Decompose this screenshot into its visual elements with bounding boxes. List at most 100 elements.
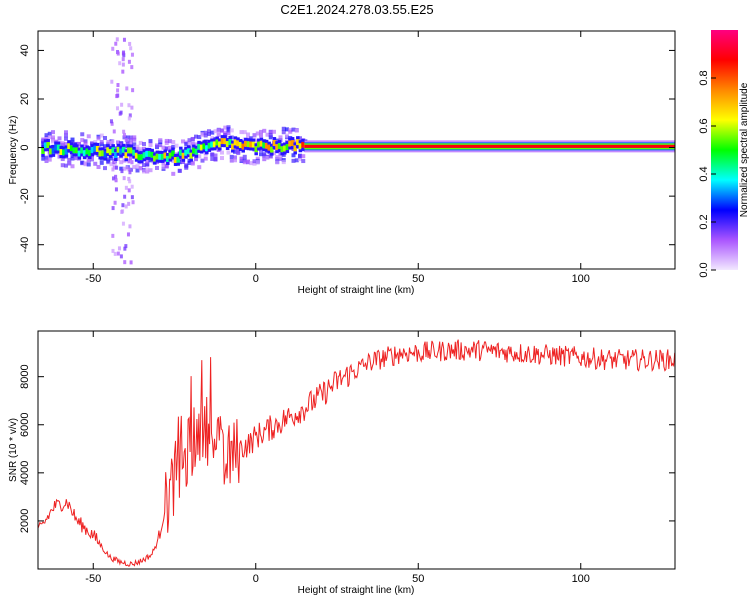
heatmap-cell <box>41 144 45 148</box>
heatmap-cell <box>142 163 146 168</box>
heatmap-cell <box>259 147 263 152</box>
heatmap-cell <box>111 248 115 253</box>
heatmap-cell <box>210 147 214 151</box>
heatmap-cell <box>51 144 56 148</box>
spectrogram-y-tick-label: 0 <box>19 145 31 151</box>
heatmap-cell <box>56 141 61 145</box>
heatmap-cell <box>127 167 131 172</box>
heatmap-cell <box>128 113 132 118</box>
heatmap-cell <box>124 137 128 142</box>
heatmap-cell <box>103 148 108 152</box>
heatmap-cell <box>194 154 199 158</box>
heatmap-cell <box>290 140 295 147</box>
heatmap-cell <box>166 161 170 165</box>
heatmap-cell <box>150 157 154 161</box>
heatmap-cell <box>186 154 191 158</box>
heatmap-cell <box>301 159 306 164</box>
heatmap-cell <box>216 131 221 136</box>
heatmap-cell <box>236 146 240 150</box>
heatmap-cell <box>62 149 66 156</box>
heatmap-cell <box>270 143 274 147</box>
heatmap-cell <box>228 136 232 140</box>
heatmap-cell <box>220 150 224 155</box>
heatmap-cell <box>114 41 118 46</box>
heatmap-cell <box>241 149 245 153</box>
heatmap-cell <box>137 151 141 155</box>
heatmap-cell <box>203 156 208 161</box>
colorbar: 0.0 0.2 0.4 0.6 0.8 Normalized spectral ampl… <box>698 30 750 278</box>
heatmap-cell <box>181 149 186 153</box>
heatmap-cell <box>70 156 75 161</box>
heatmap-cell <box>121 69 125 74</box>
heatmap-cell <box>280 146 284 153</box>
heatmap-cell <box>88 156 92 160</box>
heatmap-cell <box>186 148 191 155</box>
heatmap-cell <box>288 146 292 150</box>
heatmap-cell <box>242 154 247 159</box>
heatmap-cell <box>277 140 282 144</box>
snr-y-label: SNR (10 * v/v) <box>8 418 19 482</box>
heatmap-cell <box>99 160 104 165</box>
colorbar-tick-label: 0.8 <box>698 70 710 85</box>
heatmap-cell <box>98 156 102 160</box>
heatmap-cell <box>153 152 157 156</box>
heatmap-cell <box>70 137 75 142</box>
heatmap-cell <box>264 142 269 149</box>
heatmap-cell <box>115 37 119 42</box>
heatmap-cell <box>272 140 277 147</box>
heatmap-cell <box>62 155 66 159</box>
heatmap-cell <box>103 157 108 161</box>
heatmap-cell <box>267 141 271 145</box>
heatmap-cell <box>220 135 225 139</box>
heatmap-cell <box>220 156 224 161</box>
heatmap-cell <box>231 149 235 153</box>
heatmap-cell <box>123 246 127 251</box>
heatmap-cell <box>181 139 185 144</box>
heatmap-cell <box>176 156 180 163</box>
heatmap-cell <box>293 145 297 152</box>
heatmap-cell <box>255 160 260 165</box>
heatmap-cell <box>200 158 205 163</box>
heatmap-cell <box>43 142 48 149</box>
heatmap-cell <box>212 138 217 142</box>
heatmap-cell <box>285 150 290 154</box>
heatmap-cell <box>59 146 63 150</box>
heatmap-cell <box>114 174 118 179</box>
heatmap-cell <box>215 145 219 149</box>
heatmap-cell <box>109 156 114 161</box>
heatmap-cell <box>127 201 131 206</box>
heatmap-cell <box>111 147 115 154</box>
heatmap-cell <box>155 165 159 170</box>
heatmap-cell <box>108 146 113 150</box>
heatmap-cell <box>268 133 273 138</box>
heatmap-cell <box>199 141 204 145</box>
heatmap-cell <box>109 141 113 146</box>
snr-y-tick-label: 2000 <box>19 509 31 533</box>
heatmap-cell <box>54 150 58 154</box>
heatmap-cell <box>46 139 50 143</box>
heatmap-cell <box>142 146 146 151</box>
heatmap-cell <box>145 156 149 160</box>
heatmap-cell <box>123 194 127 199</box>
heatmap-cell <box>99 133 104 138</box>
heatmap-cell <box>110 121 114 126</box>
heatmap-cell <box>140 151 144 155</box>
heatmap-cell <box>122 129 126 134</box>
heatmap-cell <box>285 133 289 138</box>
heatmap-cell <box>272 137 277 141</box>
heatmap-cell <box>111 233 115 238</box>
snr-x-tick-label: 100 <box>572 573 590 585</box>
heatmap-cell <box>218 147 222 151</box>
heatmap-cell <box>218 138 222 142</box>
heatmap-cell <box>210 152 215 157</box>
heatmap-cell <box>75 144 79 148</box>
heatmap-cell <box>301 147 305 151</box>
heatmap-cell <box>80 153 84 157</box>
heatmap-cell <box>41 156 46 161</box>
heatmap-cell <box>127 144 131 148</box>
heatmap-cell <box>194 142 198 147</box>
snr-x-tick-label: -50 <box>85 573 101 585</box>
heatmap-cell <box>171 144 176 149</box>
heatmap-cell <box>160 150 165 154</box>
snr-panel: -50 0 50 100 2000 4000 6000 8000 Height of str… <box>8 330 676 596</box>
